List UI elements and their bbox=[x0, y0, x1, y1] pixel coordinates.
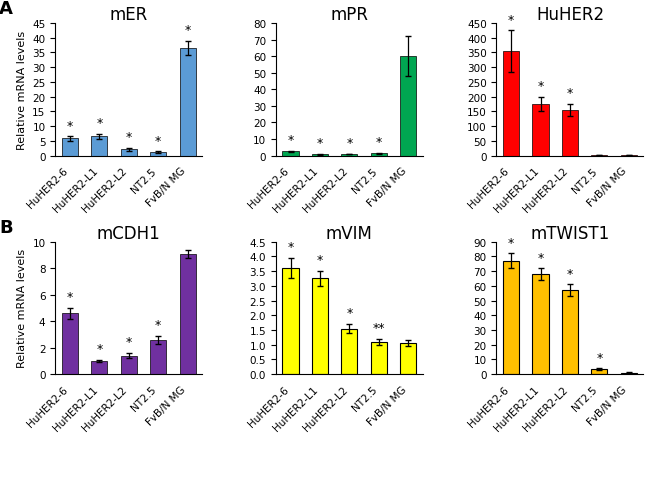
Title: mCDH1: mCDH1 bbox=[97, 224, 161, 242]
Text: *: * bbox=[376, 136, 382, 149]
Text: **: ** bbox=[372, 322, 385, 335]
Bar bbox=[503, 52, 519, 156]
Bar bbox=[150, 340, 166, 374]
Text: A: A bbox=[0, 0, 13, 18]
Text: *: * bbox=[125, 336, 132, 348]
Bar bbox=[341, 155, 358, 156]
Bar bbox=[62, 139, 78, 156]
Text: *: * bbox=[538, 80, 543, 93]
Title: mER: mER bbox=[110, 6, 148, 24]
Text: *: * bbox=[508, 14, 514, 27]
Bar bbox=[91, 137, 107, 156]
Text: *: * bbox=[317, 254, 323, 267]
Bar bbox=[370, 342, 387, 374]
Bar bbox=[562, 111, 578, 156]
Text: *: * bbox=[155, 134, 161, 147]
Text: *: * bbox=[538, 251, 543, 264]
Text: *: * bbox=[287, 134, 294, 147]
Text: *: * bbox=[346, 137, 352, 150]
Text: *: * bbox=[67, 120, 73, 132]
Bar bbox=[150, 153, 166, 156]
Bar bbox=[532, 275, 549, 374]
Bar bbox=[283, 269, 298, 374]
Text: *: * bbox=[185, 24, 190, 37]
Text: *: * bbox=[346, 307, 352, 320]
Bar bbox=[400, 344, 416, 374]
Text: *: * bbox=[125, 131, 132, 144]
Text: *: * bbox=[567, 87, 573, 100]
Bar bbox=[562, 291, 578, 374]
Bar bbox=[592, 369, 608, 374]
Bar bbox=[179, 254, 196, 374]
Bar bbox=[400, 57, 416, 156]
Bar bbox=[121, 356, 137, 374]
Bar bbox=[341, 329, 358, 374]
Y-axis label: Relative mRNA levels: Relative mRNA levels bbox=[17, 249, 27, 368]
Bar bbox=[370, 154, 387, 156]
Bar bbox=[312, 279, 328, 374]
Bar bbox=[91, 361, 107, 374]
Bar bbox=[532, 105, 549, 156]
Text: *: * bbox=[287, 241, 294, 254]
Bar bbox=[503, 261, 519, 374]
Text: *: * bbox=[96, 117, 103, 130]
Title: mVIM: mVIM bbox=[326, 224, 373, 242]
Text: *: * bbox=[317, 137, 323, 150]
Bar bbox=[312, 155, 328, 156]
Title: HuHER2: HuHER2 bbox=[536, 6, 604, 24]
Text: *: * bbox=[596, 351, 603, 364]
Bar bbox=[179, 49, 196, 156]
Title: mTWIST1: mTWIST1 bbox=[530, 224, 610, 242]
Text: *: * bbox=[96, 342, 103, 355]
Bar bbox=[121, 150, 137, 156]
Text: *: * bbox=[567, 267, 573, 280]
Text: B: B bbox=[0, 218, 13, 236]
Bar bbox=[283, 152, 298, 156]
Bar bbox=[621, 373, 637, 374]
Title: mPR: mPR bbox=[330, 6, 369, 24]
Text: *: * bbox=[155, 318, 161, 331]
Bar bbox=[62, 313, 78, 374]
Y-axis label: Relative mRNA levels: Relative mRNA levels bbox=[17, 31, 27, 150]
Text: *: * bbox=[67, 291, 73, 304]
Text: *: * bbox=[508, 236, 514, 249]
